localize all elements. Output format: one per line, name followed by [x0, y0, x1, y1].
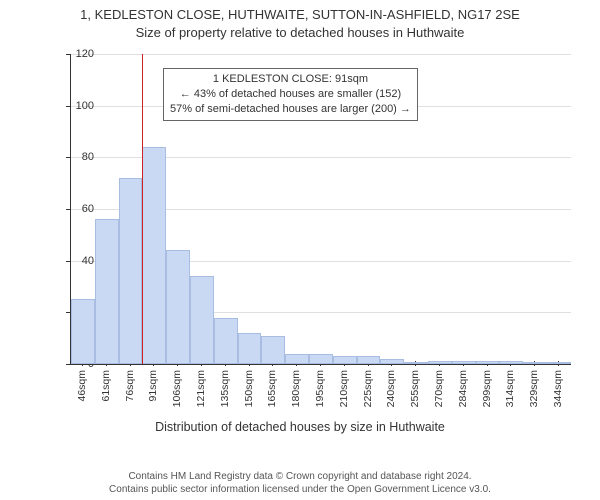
histogram-bar — [285, 354, 309, 364]
histogram-bar — [357, 356, 381, 364]
property-annotation: 1 KEDLESTON CLOSE: 91sqm ← 43% of detach… — [163, 68, 418, 121]
histogram-bar — [547, 362, 571, 364]
chart-title: 1, KEDLESTON CLOSE, HUTHWAITE, SUTTON-IN… — [0, 0, 600, 41]
histogram-bar — [333, 356, 357, 364]
x-tick-label: 210sqm — [338, 370, 350, 407]
histogram-bar — [71, 299, 95, 364]
histogram-bar — [142, 147, 166, 364]
annotation-line3: 57% of semi-detached houses are larger (… — [170, 102, 411, 117]
y-tick-label: 40 — [54, 255, 94, 267]
histogram-bar — [476, 361, 500, 364]
x-tick-label: 46sqm — [76, 370, 88, 402]
y-tick-label: 80 — [54, 151, 94, 163]
title-line-address: 1, KEDLESTON CLOSE, HUTHWAITE, SUTTON-IN… — [0, 6, 600, 24]
histogram-bar — [214, 318, 238, 365]
histogram-bar — [190, 276, 214, 364]
footer-line2: Contains public sector information licen… — [0, 483, 600, 496]
y-tick-label: 120 — [54, 48, 94, 60]
plot-area: 1 KEDLESTON CLOSE: 91sqm ← 43% of detach… — [70, 54, 571, 365]
x-tick-label: 150sqm — [243, 370, 255, 407]
histogram-bar — [261, 336, 285, 364]
x-tick-label: 299sqm — [481, 370, 493, 407]
x-tick-label: 106sqm — [171, 370, 183, 407]
histogram-bar — [309, 354, 333, 364]
property-marker-line — [142, 54, 143, 364]
x-tick-label: 165sqm — [266, 370, 278, 407]
annotation-line2: ← 43% of detached houses are smaller (15… — [170, 87, 411, 102]
y-tick-label: 60 — [54, 203, 94, 215]
x-tick-label: 76sqm — [124, 370, 136, 402]
x-tick-label: 240sqm — [385, 370, 397, 407]
histogram-bar — [238, 333, 262, 364]
chart-area: Number of detached properties 1 KEDLESTO… — [0, 44, 600, 424]
histogram-bar — [499, 361, 523, 364]
histogram-bar — [380, 359, 404, 364]
footer-attribution: Contains HM Land Registry data © Crown c… — [0, 470, 600, 496]
x-tick-label: 195sqm — [314, 370, 326, 407]
y-tick-label: 100 — [54, 100, 94, 112]
x-tick-label: 225sqm — [362, 370, 374, 407]
histogram-bar — [404, 362, 428, 364]
x-tick-label: 344sqm — [552, 370, 564, 407]
x-tick-label: 255sqm — [409, 370, 421, 407]
histogram-bar — [428, 361, 452, 364]
title-line-subtitle: Size of property relative to detached ho… — [0, 24, 600, 42]
x-tick-label: 329sqm — [528, 370, 540, 407]
x-tick-label: 91sqm — [147, 370, 159, 402]
x-tick-label: 121sqm — [195, 370, 207, 407]
x-tick-label: 61sqm — [100, 370, 112, 402]
histogram-bar — [119, 178, 143, 364]
annotation-line1: 1 KEDLESTON CLOSE: 91sqm — [170, 72, 411, 87]
x-axis-label: Distribution of detached houses by size … — [0, 420, 600, 434]
gridline — [71, 54, 571, 55]
histogram-bar — [166, 250, 190, 364]
x-tick-label: 284sqm — [457, 370, 469, 407]
x-tick-label: 314sqm — [504, 370, 516, 407]
footer-line1: Contains HM Land Registry data © Crown c… — [0, 470, 600, 483]
histogram-bar — [523, 362, 547, 364]
x-tick-label: 270sqm — [433, 370, 445, 407]
histogram-bar — [95, 219, 119, 364]
x-tick-label: 135sqm — [219, 370, 231, 407]
histogram-bar — [452, 361, 476, 364]
x-tick-label: 180sqm — [290, 370, 302, 407]
